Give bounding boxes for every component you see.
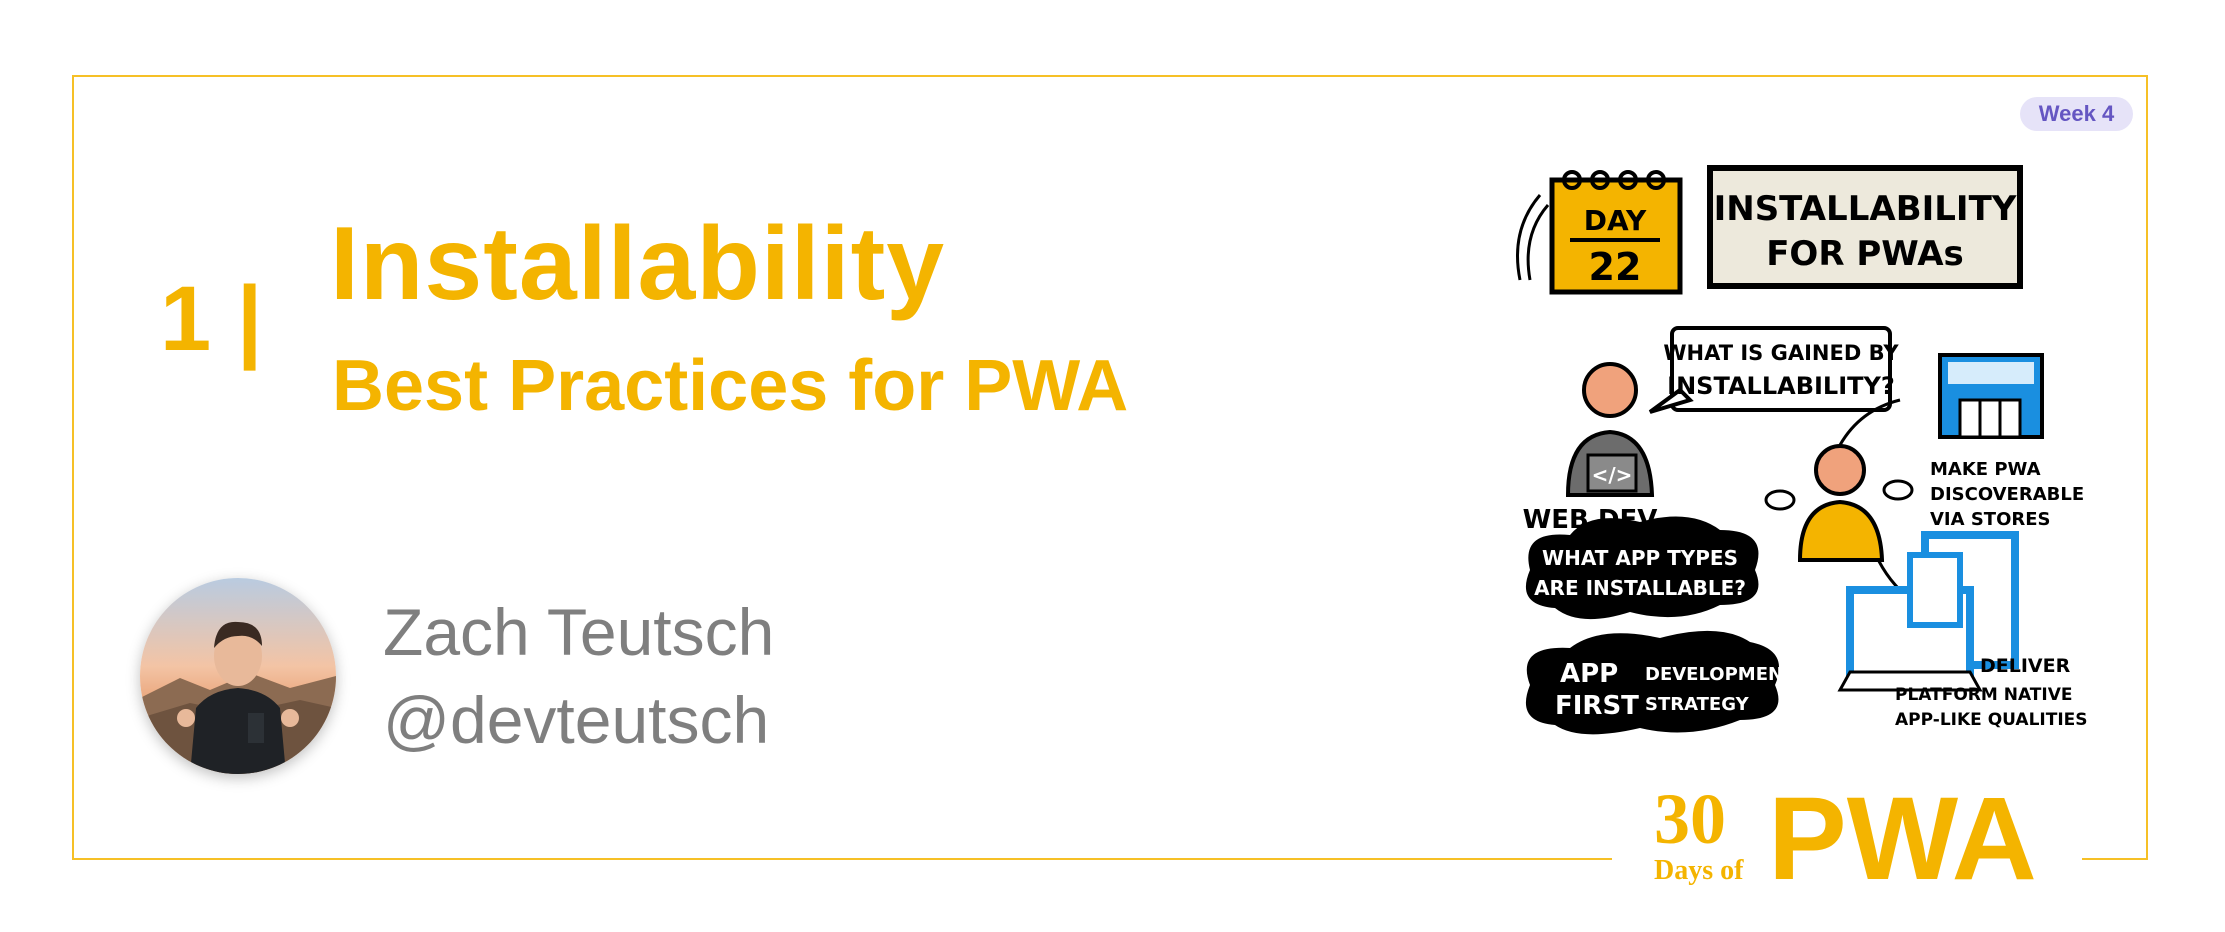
author-info: Zach Teutsch @devteutsch (383, 588, 774, 764)
question-cloud: WHAT APP TYPES ARE INSTALLABLE? (1525, 516, 1759, 620)
slide-frame (72, 75, 2148, 860)
web-dev-figure: </> WEB DEV (1523, 362, 1657, 535)
author-avatar (140, 578, 336, 774)
code-icon: </> (1592, 463, 1633, 487)
store-line1: MAKE PWA (1930, 459, 2041, 480)
store-line2: DISCOVERABLE (1930, 484, 2084, 505)
slide-subtitle: Best Practices for PWA (332, 346, 1129, 426)
bubble-line2: INSTALLABILITY? (1667, 372, 1895, 400)
sketch-title-line1: INSTALLABILITY (1714, 189, 2017, 229)
cloud1-line1: WHAT APP TYPES (1542, 546, 1738, 570)
deliver-line3: APP-LIKE QUALITIES (1895, 710, 2088, 730)
bubble-line1: WHAT IS GAINED BY (1663, 341, 1899, 365)
cloud2-development: DEVELOPMENT (1645, 664, 1796, 685)
speech-bubble: WHAT IS GAINED BY INSTALLABILITY? (1648, 326, 1899, 414)
avatar-photo (140, 578, 336, 774)
author-name: Zach Teutsch (383, 595, 775, 669)
cloud1-line2: ARE INSTALLABLE? (1534, 576, 1746, 600)
logo-number: 30 (1654, 779, 1726, 859)
logo-brand: PWA (1768, 775, 2037, 890)
store-icon (1938, 353, 2044, 439)
cloud2-strategy: STRATEGY (1645, 694, 1750, 715)
strategy-cloud: APP FIRST DEVELOPMENT STRATEGY (1525, 630, 1796, 735)
week-badge: Week 4 (2020, 97, 2133, 131)
deliver-line2: PLATFORM NATIVE (1895, 685, 2072, 705)
slide-number: 1 | (160, 268, 263, 370)
sketch-title-line2: FOR PWAs (1766, 234, 1964, 274)
author-handle: @devteutsch (383, 683, 770, 757)
cloud2-app: APP (1560, 659, 1618, 689)
store-line3: VIA STORES (1930, 509, 2051, 530)
cloud2-first: FIRST (1555, 691, 1639, 721)
sketchnote-illustration: DAY 22 INSTALLABILITY FOR PWAs WHAT IS G… (1516, 165, 2088, 735)
deliver-line1: DELIVER (1980, 655, 2071, 677)
slide-title: Installability (330, 206, 946, 322)
calendar-icon: DAY 22 (1516, 170, 1683, 295)
frame-gap (1612, 848, 2082, 878)
calendar-day-number: 22 (1589, 245, 1642, 289)
calendar-day-label: DAY (1584, 204, 1647, 237)
devices-icon (1837, 531, 2019, 692)
30-days-of-pwa-logo: 30 Days of PWA (1654, 775, 2037, 890)
user-figure (1764, 398, 1914, 592)
logo-days-of: Days of (1654, 855, 1744, 886)
sketch-title-box: INSTALLABILITY FOR PWAs (1707, 165, 2023, 289)
